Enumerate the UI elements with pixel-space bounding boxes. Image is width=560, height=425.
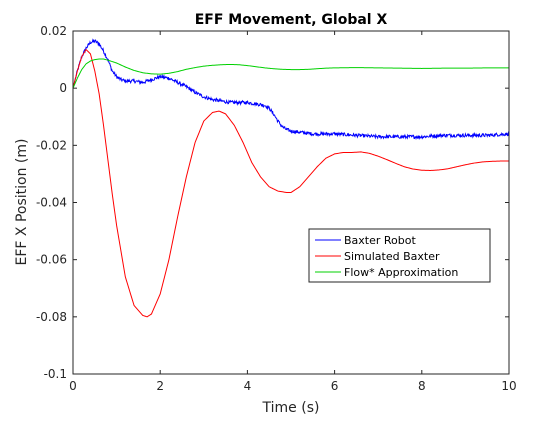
y-tick-label: -0.1: [44, 367, 67, 381]
y-tick-label: -0.06: [36, 253, 67, 267]
series-line-3: [73, 58, 509, 89]
chart-title: EFF Movement, Global X: [195, 12, 388, 28]
series-line-2: [73, 48, 509, 318]
legend: Baxter Robot Simulated Baxter Flow* Approx…: [308, 228, 491, 283]
x-tick-label: 8: [418, 379, 426, 393]
y-tick-label: -0.08: [36, 310, 67, 324]
y-axis-label: EFF X Position (m): [14, 139, 30, 266]
series-line-1: [73, 38, 509, 141]
y-tick-label: -0.02: [36, 138, 67, 152]
x-tick-label: 10: [501, 379, 516, 393]
x-tick-label: 4: [244, 379, 252, 393]
legend-label-2: Simulated Baxter: [344, 250, 440, 263]
y-tick-label: -0.04: [36, 196, 67, 210]
axes-border: [72, 30, 510, 375]
x-axis-label: Time (s): [262, 400, 320, 416]
plot-area: 0 2 4 6 8 10 0.02 0 -0.02 -0.04 -0.06 -0.08 -0.1 Baxt…: [36, 24, 517, 393]
y-tick-label: 0: [59, 81, 67, 95]
x-tick-label: 0: [69, 379, 77, 393]
x-tick-label: 2: [156, 379, 164, 393]
legend-label-1: Baxter Robot: [344, 234, 416, 247]
legend-label-3: Flow* Approximation: [344, 266, 458, 279]
x-tick-label: 6: [331, 379, 339, 393]
axes-box: [72, 30, 510, 375]
y-tick-label: 0.02: [40, 24, 67, 38]
